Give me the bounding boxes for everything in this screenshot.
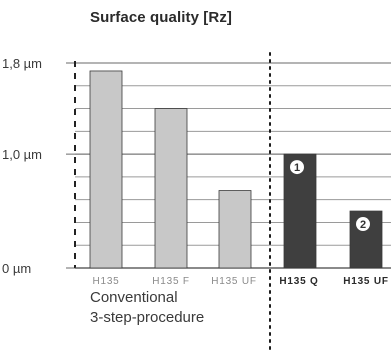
y-tick-label: 1,8 µm xyxy=(2,56,42,71)
marker-circle xyxy=(290,160,304,175)
marker-number: 2 xyxy=(360,219,366,231)
marker-circle xyxy=(356,217,370,232)
group-caption-line: 3-step-procedure xyxy=(90,309,204,326)
category-label: H135 UF xyxy=(211,276,257,287)
y-tick-label: 1,0 µm xyxy=(2,147,42,162)
y-tick-label: 0 µm xyxy=(2,261,31,276)
group-caption-line: Conventional xyxy=(90,289,178,306)
category-label: H135 UF xyxy=(343,276,389,287)
bar xyxy=(154,108,188,269)
chart-title: Surface quality [Rz] xyxy=(90,9,233,26)
bar xyxy=(218,190,252,269)
category-label: H135 Q xyxy=(279,276,318,287)
marker-number: 1 xyxy=(294,162,300,174)
category-label: H135 F xyxy=(152,276,190,287)
category-label: H135 xyxy=(92,276,119,287)
bar xyxy=(89,70,123,269)
